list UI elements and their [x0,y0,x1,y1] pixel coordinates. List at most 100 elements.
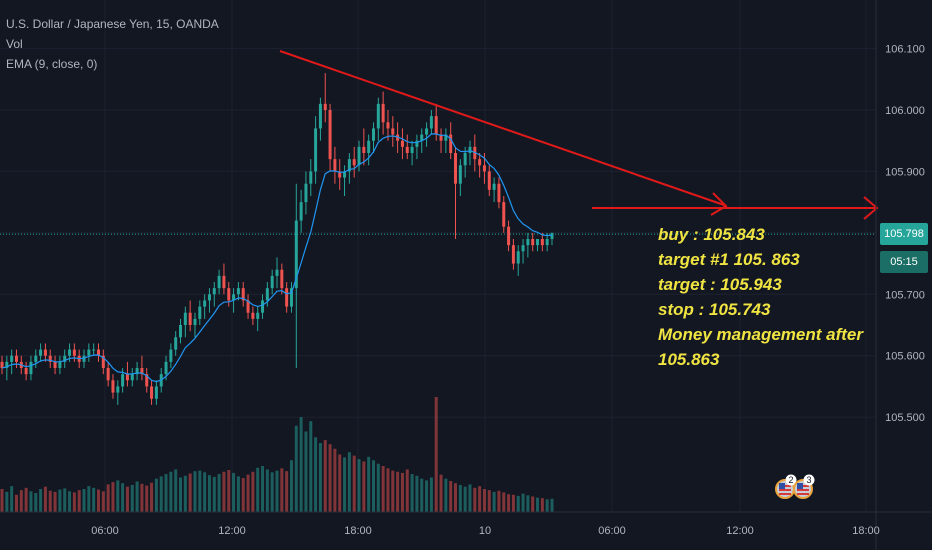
time-axis[interactable]: 06:00 12:00 18:00 10 06:00 12:00 18:00 [91,525,880,537]
candle-body [164,361,168,375]
volume-bar [150,482,154,512]
candle-body [280,269,284,289]
volume-bar [246,474,250,512]
candle-body [140,368,144,375]
candle-body [299,202,303,221]
time-tick-label: 06:00 [598,525,626,537]
volume-bar [482,489,486,512]
volume-bar [130,484,134,512]
candle-body [468,146,472,153]
volume-bar [333,448,337,512]
ema-line [1,133,553,383]
candle-body [405,146,409,153]
candle-body [458,165,462,184]
candle-body [72,349,76,356]
volume-bar [487,490,491,512]
candle-body [39,349,43,356]
us-flag-icon[interactable]: 3 [793,474,815,499]
volume-bar [386,468,390,512]
candle-body [415,140,419,147]
volume-bar [410,474,414,512]
candle-body [391,128,395,135]
time-tick-label: 10 [479,525,491,537]
candle-body [251,312,255,319]
volume-bar [29,491,33,512]
volume-bar [145,485,149,512]
volume-bar [391,470,395,512]
trendline-arrowhead [710,192,728,216]
trendline[interactable] [279,50,725,206]
candle-body [135,368,139,375]
volume-bar [357,459,361,512]
candle-body [396,134,400,141]
us-flag-icon[interactable]: 2 [775,474,797,499]
volume-bar [265,469,269,512]
volume-indicator-label[interactable]: Vol [6,37,23,51]
volume-bar [299,417,303,512]
candle-body [0,361,4,368]
candle-body [34,355,38,362]
volume-bar [63,488,67,512]
candle-body [217,275,221,289]
volume-bar [212,476,216,512]
candle-body [454,153,458,184]
candle-body [531,239,535,246]
candle-body [227,288,231,301]
candle-body [87,349,91,356]
volume-bar [193,471,197,512]
candle-body [410,146,414,153]
trade-annotation[interactable]: buy : 105.843 target #1 105. 863 target … [658,222,863,372]
candle-body [439,134,443,141]
time-tick-label: 12:00 [218,525,246,537]
volume-bar [34,493,38,512]
grid [0,0,876,512]
volume-bar [96,489,100,512]
volume-bar [101,491,105,512]
volume-bar [87,486,91,512]
volume-bar [232,472,236,512]
candle-body [116,386,120,393]
last-price-tag: 105.798 [880,223,928,246]
volume-bar [323,440,327,512]
volume-bar [222,471,226,512]
volume-bar [516,495,520,512]
candle-body [492,183,496,190]
volume-bar [68,491,72,512]
candle-body [150,386,154,399]
volume-bar [550,498,554,512]
volume-bar [48,490,52,512]
volume-bar [511,494,515,512]
volume-bar [367,456,371,512]
ema-indicator-label[interactable]: EMA (9, close, 0) [6,57,98,71]
volume-bar [140,483,144,512]
volume-bar [352,455,356,512]
price-tick-label: 105.600 [885,351,925,363]
symbol-label[interactable]: U.S. Dollar / Japanese Yen, 15, OANDA [6,17,219,31]
candle-body [536,239,540,246]
candle-body [294,220,298,289]
annotation-buy: buy : 105.843 [658,225,765,244]
candle-body [212,288,216,295]
price-axis[interactable]: 106.100106.000105.900105.800105.700105.6… [885,44,925,425]
volume-bar [449,480,453,512]
volume-bar [400,472,404,512]
drawings[interactable] [279,50,879,220]
volume-bar [285,471,289,512]
candle-body [381,103,385,123]
volume-bar [376,463,380,512]
volume-bar [159,476,163,512]
volume-bar [275,470,279,512]
volume-bar [82,489,86,512]
candle-body [63,355,67,362]
volume-bar [135,481,139,512]
candle-body [111,380,115,393]
candle-body [497,183,501,203]
bar-countdown-tag: 05:15 [880,251,928,274]
candle-body [318,103,322,129]
candle-body [328,110,332,160]
price-tick-label: 105.500 [885,412,925,424]
ema-path [1,133,553,383]
